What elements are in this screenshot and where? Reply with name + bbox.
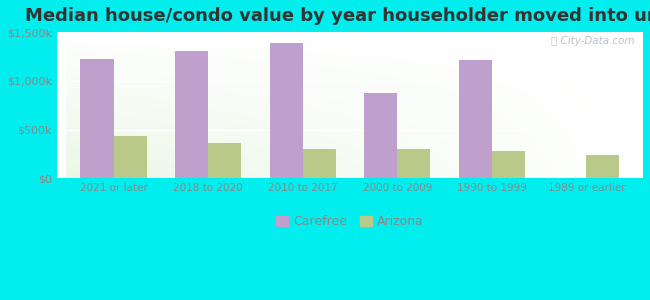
Bar xyxy=(208,143,241,178)
Legend: Carefree, Arizona: Carefree, Arizona xyxy=(271,211,429,233)
Bar xyxy=(270,43,303,178)
Bar xyxy=(114,136,147,178)
Bar xyxy=(492,151,525,178)
Text: ⓘ City-Data.com: ⓘ City-Data.com xyxy=(551,36,634,46)
Title: Median house/condo value by year householder moved into unit: Median house/condo value by year househo… xyxy=(25,7,650,25)
Bar xyxy=(586,155,619,178)
Bar xyxy=(175,51,208,178)
Bar xyxy=(364,94,397,178)
Bar xyxy=(303,148,336,178)
Bar xyxy=(459,60,492,178)
Bar xyxy=(397,149,430,178)
Bar xyxy=(81,59,114,178)
